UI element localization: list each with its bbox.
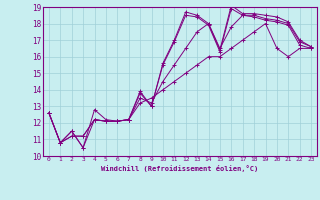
X-axis label: Windchill (Refroidissement éolien,°C): Windchill (Refroidissement éolien,°C) — [101, 165, 259, 172]
